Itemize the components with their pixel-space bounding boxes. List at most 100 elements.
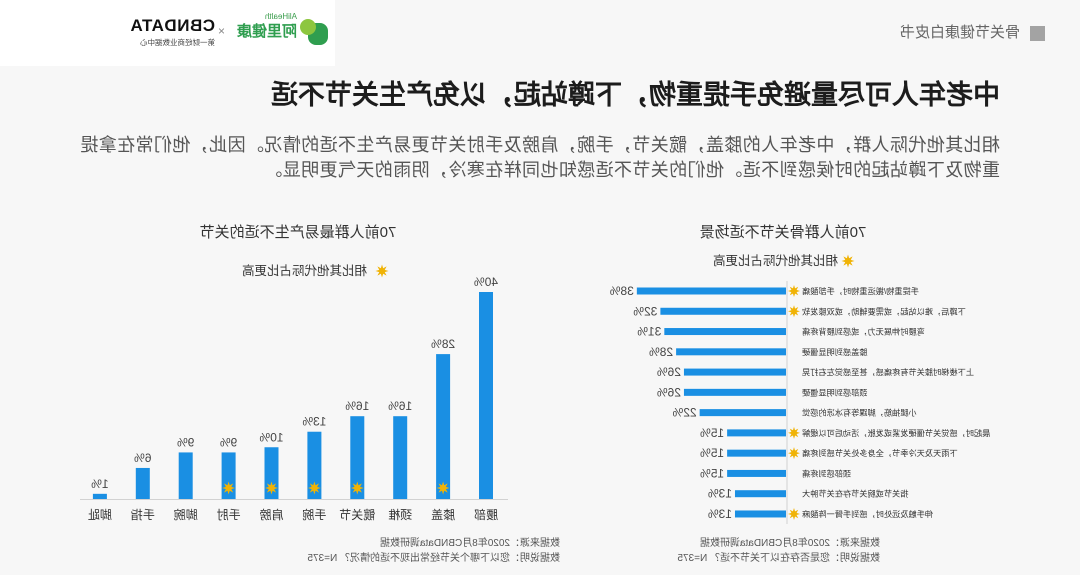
star-icon	[436, 481, 450, 495]
category-label: 膝盖感到明显僵硬	[802, 347, 868, 357]
logo-separator: ×	[217, 24, 225, 38]
value-label: 22%	[672, 406, 696, 420]
star-icon	[307, 481, 321, 495]
value-label: 15%	[700, 426, 724, 440]
category-label: 手指	[131, 507, 155, 522]
intro-line: 相比其他代际人群，中老年人的膝盖，髋关节，手腕，肩膀及手肘关节更易产生不适的情况…	[80, 135, 1000, 155]
value-label: 13%	[302, 415, 326, 429]
category-label: 上下楼梯时膝关节有疼痛感，甚至感觉左右打晃	[802, 367, 974, 377]
bar	[436, 354, 451, 499]
value-label: 6%	[134, 451, 152, 465]
square-icon	[1030, 26, 1045, 41]
category-label: 颈部感到明显僵硬	[802, 387, 868, 397]
cbndata-logo-subtitle: 第一财经商业数据中心	[140, 38, 215, 47]
alihealth-logo-cn: 阿里健康	[236, 23, 297, 40]
category-label: 脚趾	[88, 507, 112, 522]
value-label: 28%	[431, 337, 455, 351]
bar	[699, 409, 786, 417]
category-label: 弯腰时伸展无力，或感到腰背疼痛	[802, 327, 925, 337]
value-label: 28%	[649, 345, 673, 359]
value-label: 9%	[220, 435, 238, 449]
chart-title: 70前人群骨关节不适场景	[699, 224, 867, 241]
star-icon	[375, 264, 389, 278]
report-name: 骨关节健康白皮书	[899, 24, 1020, 41]
star-icon	[265, 481, 278, 495]
bar	[135, 467, 150, 499]
page-title: 中老年人可尽量避免手提重物，下蹲站起，以免产生关节不适	[271, 80, 1000, 110]
alihealth-icon	[300, 19, 328, 45]
category-label: 腰部	[474, 507, 498, 522]
bar	[178, 452, 193, 499]
bar	[307, 431, 322, 499]
chart-note: 数据说明：您以下哪个关节经常出现不适的情况？ N=375	[307, 553, 560, 564]
category-label: 髋关节	[339, 507, 375, 522]
bar	[676, 348, 786, 356]
star-icon	[788, 305, 800, 318]
star-icon	[788, 507, 800, 520]
value-label: 15%	[700, 446, 724, 460]
category-label: 手腕	[302, 507, 326, 522]
value-label: 13%	[708, 507, 732, 521]
cbndata-logo: CBNDATA	[129, 16, 215, 35]
bar	[92, 493, 107, 499]
star-icon	[788, 447, 800, 460]
chart-note: 数据说明：您是否存在以下关节不适？ N=375	[677, 553, 880, 564]
bar	[727, 449, 786, 457]
category-label: 颈椎	[388, 507, 412, 522]
value-label: 10%	[259, 430, 283, 444]
value-label: 9%	[177, 435, 195, 449]
category-label: 脚腕	[174, 507, 198, 522]
chart-source: 数据来源：2020年8月CBNData调研数据	[379, 538, 560, 549]
bar	[734, 490, 786, 498]
star-icon	[350, 481, 364, 495]
star-icon	[788, 426, 800, 439]
value-label: 40%	[474, 275, 498, 289]
bar	[727, 469, 786, 477]
intro-line: 重物及下蹲站起的时候感到不适。他们的关节不适感知也同样在寒冷，阴雨的天气更明显。	[264, 160, 1000, 180]
category-label: 手提重物/搬运重物时，手部酸痛	[802, 286, 919, 296]
bar	[664, 328, 786, 336]
value-label: 26%	[657, 385, 681, 399]
category-label: 指关节或腕关节存在关节肿大	[802, 489, 908, 499]
bar	[683, 388, 786, 396]
value-label: 32%	[633, 304, 657, 318]
category-label: 肩膀	[259, 507, 283, 522]
bar	[727, 429, 786, 437]
alihealth-logo-en: AliHealth	[264, 12, 297, 21]
star-icon	[788, 285, 800, 297]
logo-area: AliHealth 阿里健康 × CBNDATA 第一财经商业数据中心	[0, 0, 335, 66]
alihealth-icon-dot	[300, 19, 316, 35]
legend-star-shape	[841, 254, 855, 268]
bar	[636, 287, 786, 295]
value-label: 38%	[610, 284, 634, 298]
chart-title: 70前人群最易产生不适的关节	[199, 224, 397, 241]
chart-source: 数据来源：2020年8月CBNData调研数据	[699, 538, 880, 549]
vertical-bar-chart: 40% 腰部 28% 膝盖 16% 颈椎 16% 髋关节 13% 手腕 10% 肩膀 9% 手肘 9% 脚腕 6…	[80, 275, 508, 522]
value-label: 1%	[91, 477, 109, 491]
value-label: 15%	[700, 466, 724, 480]
star-icon	[222, 481, 236, 495]
category-label: 下雨天及天冷季节，全身多处关节感到疼痛	[802, 448, 958, 458]
bar	[350, 416, 365, 499]
star-icon	[841, 254, 855, 268]
bar	[393, 416, 408, 499]
category-label: 手肘	[217, 507, 241, 522]
category-label: 颈部感到疼痛	[802, 468, 851, 478]
value-label: 16%	[345, 399, 369, 413]
legend-label: 相比其他代际占比更高	[712, 254, 838, 268]
category-label: 膝盖	[431, 508, 455, 522]
category-label: 小腿抽筋，脚踝等有冰凉的感觉	[802, 408, 917, 418]
value-label: 31%	[637, 325, 661, 339]
bar	[479, 292, 493, 499]
bar	[264, 447, 279, 499]
category-label: 下蹲后，难以站起，或需要辅助，或双膝发软	[802, 306, 966, 316]
bar	[660, 307, 786, 315]
value-label: 16%	[388, 399, 412, 413]
bar	[734, 510, 786, 518]
bar	[683, 368, 786, 376]
value-label: 26%	[657, 365, 681, 379]
category-label: 晨起时，感觉关节僵硬发紧或发胀，活动后可以缓解	[802, 428, 990, 438]
value-label: 13%	[708, 487, 732, 501]
horizontal-bar-chart: 手提重物/搬运重物时，手部酸痛 38% 下蹲后，难以站起，或需要辅助，或双膝发软 32…	[610, 281, 990, 524]
